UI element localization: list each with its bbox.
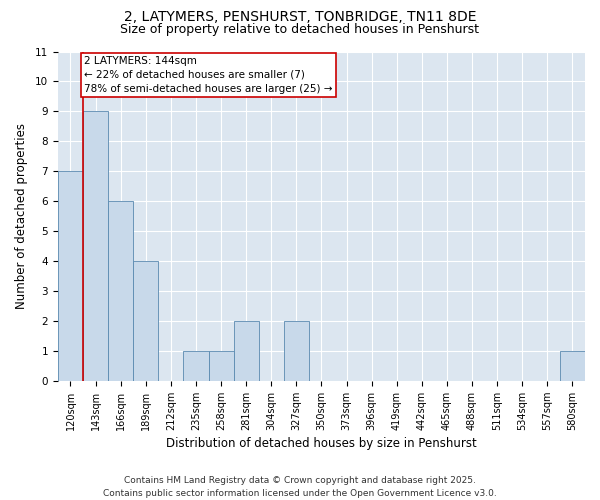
Bar (108, 201, 133, 381)
Bar (209, 351, 233, 381)
Bar (233, 321, 259, 381)
Bar (83, 112, 108, 381)
Text: Size of property relative to detached houses in Penshurst: Size of property relative to detached ho… (121, 22, 479, 36)
Bar (58, 172, 83, 381)
Text: 2 LATYMERS: 144sqm
← 22% of detached houses are smaller (7)
78% of semi-detached: 2 LATYMERS: 144sqm ← 22% of detached hou… (84, 56, 333, 94)
Bar (284, 321, 309, 381)
Bar (133, 261, 158, 381)
Text: 2, LATYMERS, PENSHURST, TONBRIDGE, TN11 8DE: 2, LATYMERS, PENSHURST, TONBRIDGE, TN11 … (124, 10, 476, 24)
Text: Contains HM Land Registry data © Crown copyright and database right 2025.
Contai: Contains HM Land Registry data © Crown c… (103, 476, 497, 498)
X-axis label: Distribution of detached houses by size in Penshurst: Distribution of detached houses by size … (166, 437, 477, 450)
Bar (184, 351, 209, 381)
Y-axis label: Number of detached properties: Number of detached properties (15, 123, 28, 309)
Bar (560, 351, 585, 381)
